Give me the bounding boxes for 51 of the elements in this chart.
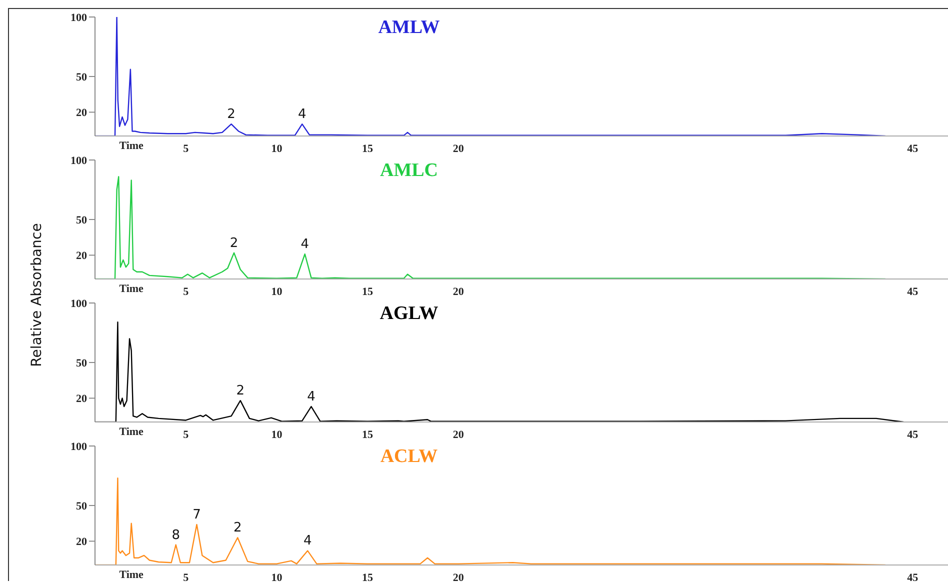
y-tick-label: 50 [76, 71, 88, 84]
annotation: 2 [233, 520, 242, 536]
annotation: 4 [303, 534, 312, 549]
annotation: 2 [230, 236, 238, 251]
x-tick-label: 20 [452, 572, 464, 584]
x-axis-title: Time [119, 140, 144, 152]
x-tick-label: 10 [271, 572, 283, 584]
x-tick-label: 45 [907, 142, 919, 155]
x-axis-title: Time [119, 426, 144, 438]
x-tick-label: 5 [183, 286, 190, 298]
x-tick-label: 10 [271, 428, 283, 441]
x-tick-label: 15 [362, 286, 374, 298]
annotation: 7 [192, 508, 201, 523]
chart-title: ACLW [379, 446, 439, 468]
x-tick-label: 45 [907, 286, 919, 298]
annotation: 8 [172, 528, 180, 543]
y-tick-label: 20 [76, 107, 88, 120]
annotation: 4 [307, 390, 316, 405]
chart-title: AMLW [377, 17, 441, 39]
y-tick-label: 100 [70, 440, 88, 453]
y-tick-label: 100 [70, 12, 88, 24]
y-tick-label: 20 [76, 393, 88, 406]
y-tick-label: 20 [76, 250, 88, 262]
annotation: 4 [298, 107, 306, 122]
y-tick-label: 100 [70, 298, 88, 310]
y-tick-label: 50 [76, 357, 88, 370]
y-axis-title: Relative Absorbance [29, 223, 45, 367]
x-tick-label: 20 [452, 286, 464, 298]
x-axis-title: Time [119, 283, 144, 295]
annotation: 4 [300, 237, 310, 252]
x-tick-label: 5 [183, 142, 190, 155]
y-tick-label: 100 [70, 154, 88, 167]
x-tick-label: 45 [907, 572, 919, 584]
annotation: 2 [227, 107, 236, 122]
x-tick-label: 20 [452, 428, 464, 441]
x-tick-label: 15 [362, 572, 374, 584]
x-tick-label: 20 [452, 142, 464, 155]
annotation: 2 [236, 384, 244, 399]
chart-title: AGLW [378, 303, 440, 325]
x-tick-label: 5 [183, 572, 190, 584]
x-tick-label: 10 [271, 286, 283, 298]
y-tick-label: 50 [76, 500, 88, 512]
y-tick-label: 20 [76, 536, 88, 548]
x-tick-label: 15 [362, 142, 374, 155]
chart-title: AMLC [378, 160, 440, 182]
x-tick-label: 15 [362, 428, 374, 441]
x-tick-label: 10 [271, 142, 283, 155]
x-tick-label: 45 [907, 428, 919, 441]
x-tick-label: 5 [183, 428, 190, 441]
x-axis-title: Time [119, 569, 144, 581]
y-tick-label: 50 [76, 214, 88, 226]
